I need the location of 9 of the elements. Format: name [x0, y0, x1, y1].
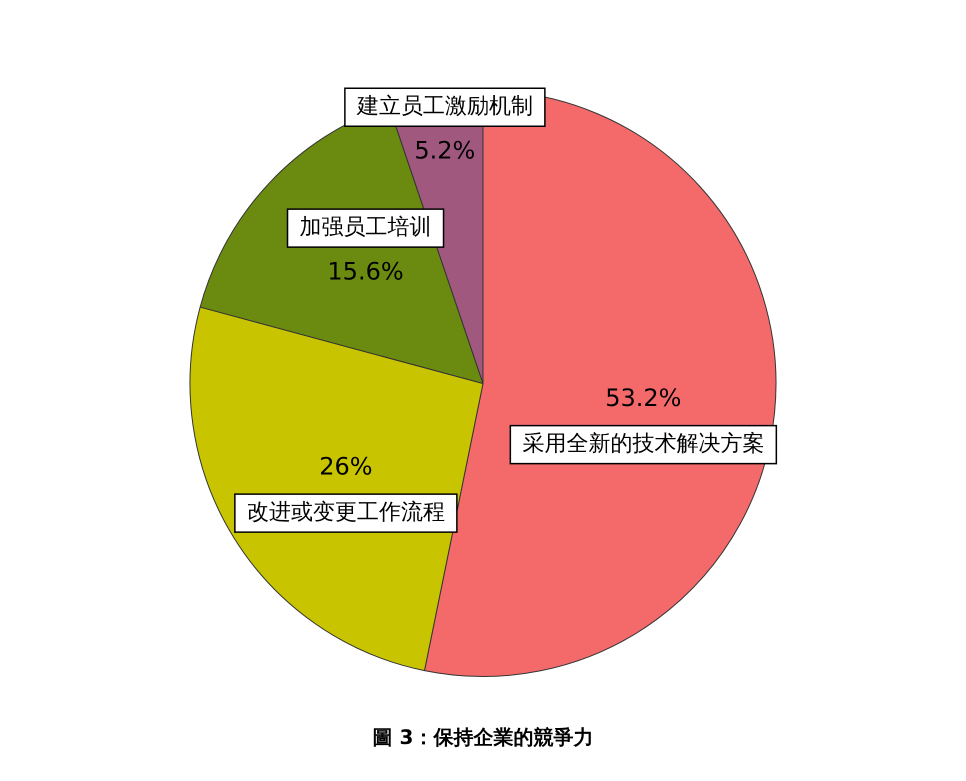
data-label: 15.6%: [327, 257, 404, 286]
data-label: 5.2%: [414, 136, 476, 164]
slice-label: 建立员工激励机制: [356, 94, 533, 119]
slice-label: 改进或变更工作流程: [246, 500, 445, 525]
data-label: 53.2%: [605, 384, 682, 412]
data-label: 26%: [319, 452, 373, 480]
slice-label: 加强员工培训: [300, 214, 432, 240]
text: 圖 3：保持企業的競爭力: [372, 725, 594, 750]
slice-label: 采用全新的技术解决方案: [522, 431, 764, 456]
